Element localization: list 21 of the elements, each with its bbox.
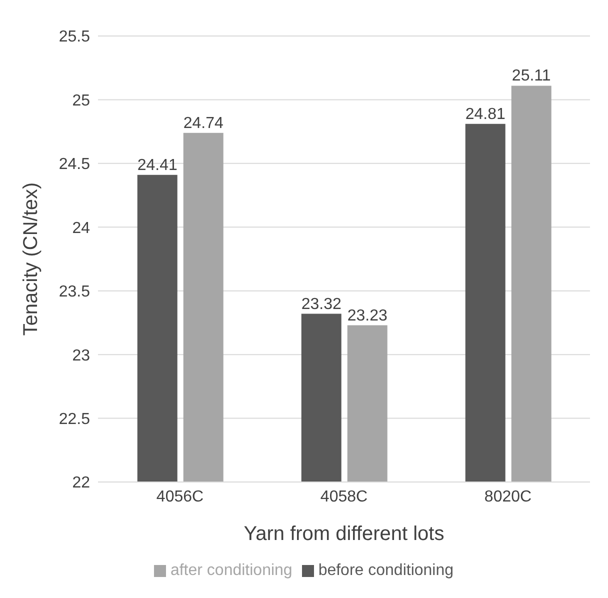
- data-label: 23.32: [301, 296, 342, 313]
- y-tick-label: 23.5: [58, 284, 90, 301]
- data-label: 24.41: [137, 156, 178, 174]
- legend-label: after conditioning: [170, 562, 292, 579]
- y-tick-label: 24.5: [58, 156, 90, 174]
- data-label: 23.23: [347, 307, 388, 324]
- x-tick-label: 8020C: [484, 488, 532, 506]
- x-tick-label: 4058C: [320, 488, 368, 506]
- y-tick-label: 24: [72, 220, 90, 237]
- x-tick-label: 4056C: [156, 488, 204, 506]
- y-tick-label: 22.5: [58, 410, 90, 428]
- y-tick-label: 25: [72, 92, 90, 110]
- x-axis-title: Yarn from different lots: [244, 523, 444, 545]
- y-tick-label: 22: [72, 474, 90, 492]
- y-axis-title: Tenacity (CN/tex): [20, 182, 42, 336]
- y-tick-label: 25.5: [58, 28, 90, 46]
- y-tick-label: 23: [72, 347, 90, 364]
- data-label: 24.74: [183, 114, 224, 132]
- data-label: 24.81: [465, 106, 506, 123]
- legend-label: before conditioning: [318, 562, 454, 579]
- data-label: 25.11: [512, 68, 551, 85]
